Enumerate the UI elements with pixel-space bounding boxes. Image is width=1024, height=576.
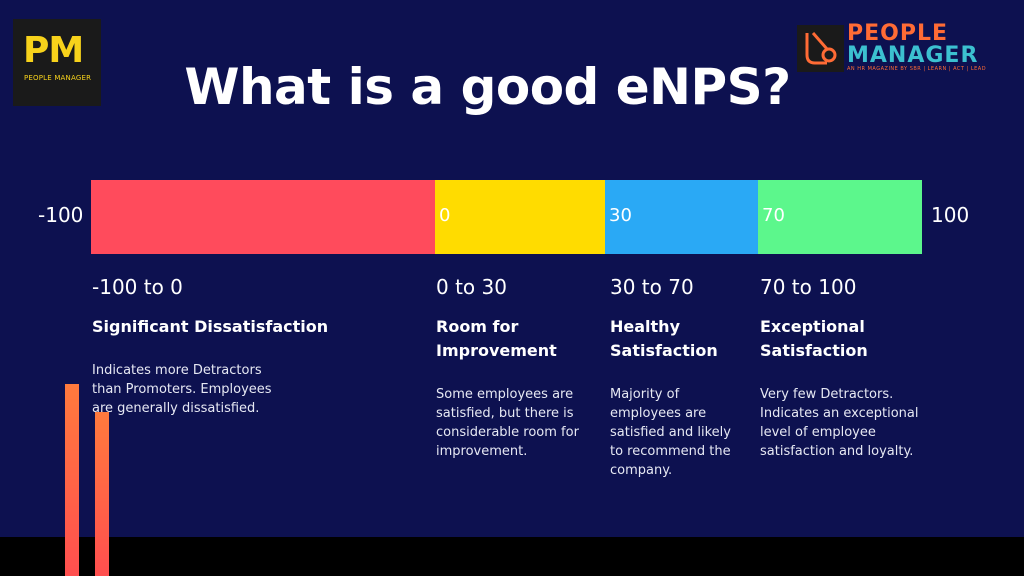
- category-significant-dissatisfaction: -100 to 0 Significant Dissatisfaction In…: [92, 275, 332, 418]
- category-heading: Healthy Satisfaction: [610, 317, 718, 360]
- scale-min-label: -100: [38, 203, 84, 227]
- segment-significant-dissatisfaction: [91, 180, 435, 254]
- category-heading: Room for Improvement: [436, 317, 557, 360]
- brand-word-people: PEOPLE: [847, 21, 949, 46]
- category-exceptional-satisfaction: 70 to 100 Exceptional Satisfaction Very …: [760, 275, 930, 461]
- decorative-bar: [65, 384, 79, 576]
- brand-mark-icon: [797, 25, 844, 72]
- segment-room-for-improvement: 0: [435, 180, 605, 254]
- category-range: 0 to 30: [436, 275, 507, 299]
- bottom-strip: [0, 537, 1024, 576]
- category-heading: Significant Dissatisfaction: [92, 317, 329, 336]
- pm-logo: PM PEOPLE MANAGER: [13, 19, 101, 106]
- category-description: Some employees are satisfied, but there …: [436, 387, 579, 459]
- segment-healthy-satisfaction: 30: [605, 180, 758, 254]
- pm-logo-letters: PM: [23, 30, 84, 71]
- people-manager-logo: PEOPLE MANAGER AN HR MAGAZINE BY SBR | L…: [797, 21, 1015, 73]
- category-range: -100 to 0: [92, 275, 183, 299]
- category-description: Very few Detractors. Indicates an except…: [760, 387, 919, 459]
- category-room-for-improvement: 0 to 30 Room for Improvement Some employ…: [436, 275, 596, 461]
- category-healthy-satisfaction: 30 to 70 Healthy Satisfaction Majority o…: [610, 275, 750, 480]
- scale-max-label: 100: [931, 203, 970, 227]
- category-range: 30 to 70: [610, 275, 694, 299]
- segment-marker: 30: [609, 205, 632, 226]
- enps-scale-bar: 0 30 70: [91, 180, 922, 254]
- decorative-bar: [95, 412, 109, 576]
- brand-tagline: AN HR MAGAZINE BY SBR | LEARN | ACT | LE…: [847, 66, 987, 72]
- page-title: What is a good eNPS?: [184, 58, 791, 116]
- category-description: Majority of employees are satisfied and …: [610, 387, 731, 478]
- category-description: Indicates more Detractors than Promoters…: [92, 363, 272, 416]
- segment-marker: 0: [439, 205, 451, 226]
- brand-word-manager: MANAGER: [847, 43, 979, 68]
- pm-logo-subtitle: PEOPLE MANAGER: [24, 74, 92, 82]
- category-range: 70 to 100: [760, 275, 857, 299]
- segment-exceptional-satisfaction: 70: [758, 180, 922, 254]
- category-heading: Exceptional Satisfaction: [760, 317, 868, 360]
- segment-marker: 70: [762, 205, 785, 226]
